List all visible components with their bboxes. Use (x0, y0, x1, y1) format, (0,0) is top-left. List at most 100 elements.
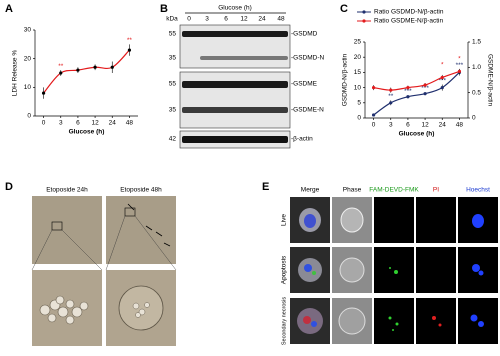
y-tick-label: 0 (357, 115, 361, 122)
panel-label: C (340, 3, 348, 15)
data-point (440, 86, 444, 90)
significance-label: * (441, 62, 444, 69)
panel-label: D (5, 181, 13, 193)
significance-label: *** (404, 88, 412, 95)
y-tick-label: 10 (24, 84, 32, 91)
row-title: Apoptosis (281, 255, 288, 284)
y-tick-label: 20 (24, 55, 32, 62)
y-tick-label: 10 (354, 84, 362, 91)
data-point (59, 71, 63, 75)
lane-label: 12 (240, 16, 248, 23)
blot-band (182, 136, 288, 143)
y2-tick-label: 0.5 (472, 89, 481, 96)
kda-marker: 35 (169, 107, 177, 114)
y-tick-label: 5 (357, 100, 361, 107)
lane-label: 0 (187, 16, 191, 23)
data-point (93, 65, 97, 69)
column-title: Hoechst (466, 187, 490, 194)
column-title: Merge (301, 187, 320, 194)
band-label: -GSDMD-N (291, 55, 325, 62)
significance-label: *** (456, 62, 464, 69)
column-title: Phase (343, 187, 362, 194)
data-point (127, 48, 132, 52)
significance-label: * (458, 56, 461, 63)
arrow (127, 203, 171, 247)
column-title: FAM-DEVD-FMK (369, 187, 419, 194)
data-point (110, 65, 114, 69)
blot-band (182, 81, 288, 88)
x-tick-label: 3 (59, 120, 63, 127)
lane-label: 24 (258, 16, 266, 23)
y2-tick-label: 1.0 (472, 64, 481, 71)
x-tick-label: 3 (389, 122, 393, 129)
series-line (373, 71, 460, 116)
x-tick-label: 6 (76, 120, 80, 127)
y-axis-label: LDH Release % (12, 50, 19, 96)
lane-label: 48 (277, 16, 285, 23)
micrograph (106, 196, 176, 264)
blot-band (182, 107, 288, 113)
significance-label: ** (58, 63, 64, 70)
micrograph (32, 196, 102, 264)
x-tick-label: 12 (421, 122, 429, 129)
y-tick-label: 0 (27, 113, 31, 120)
y-tick-label: 20 (354, 54, 362, 61)
kda-marker: 42 (169, 136, 177, 143)
y-axis-label: GSDMD-N/β-actin (342, 53, 349, 106)
kda-marker: 55 (169, 31, 177, 38)
x-axis-label: Glucose (h) (399, 131, 435, 138)
legend-label: Ratio GSDME-N/β-actin (374, 18, 443, 25)
data-point (440, 75, 444, 80)
panel-b: B Glucose (h) kDa 0 3 6 12 24 48 55 35 5… (160, 3, 325, 149)
data-point (76, 68, 80, 72)
data-point (423, 83, 427, 87)
band-label: -GSDME (291, 81, 318, 88)
zoom-line (61, 229, 103, 271)
panel-label: A (5, 3, 13, 15)
fluorescence-grid (290, 197, 498, 344)
significance-label: *** (421, 85, 429, 92)
lane-label: 3 (205, 16, 209, 23)
x-tick-label: 12 (91, 120, 99, 127)
y-tick-label: 25 (354, 39, 362, 46)
series-line (43, 49, 130, 94)
swollen-cell (118, 285, 164, 331)
y-tick-label: 15 (354, 69, 362, 76)
column-title: PI (433, 187, 439, 194)
zoom-box (51, 221, 63, 231)
x-tick-label: 0 (42, 120, 46, 127)
data-point (389, 101, 393, 105)
unit-label: kDa (166, 16, 178, 23)
series-line (373, 70, 460, 91)
blot-header: Glucose (h) (218, 5, 252, 12)
panel-label: B (160, 3, 168, 15)
cell-blebs (39, 295, 89, 325)
data-point (41, 91, 46, 95)
image-title: Etoposide 24h (46, 187, 88, 194)
legend-marker (362, 19, 366, 23)
y2-tick-label: 0 (472, 115, 476, 122)
x-tick-label: 6 (406, 122, 410, 129)
x-tick-label: 0 (372, 122, 376, 129)
zoom-line (134, 215, 177, 271)
panel-d: D Etoposide 24h Etoposide 48h (5, 181, 177, 346)
data-point (406, 86, 410, 90)
zoom-line (31, 229, 53, 271)
panel-e: E Merge Phase FAM-DEVD-FMK PI Hoechst Li… (262, 181, 498, 345)
data-point (406, 95, 410, 99)
y2-axis-label: GSDME-N/β-actin (486, 54, 493, 107)
zoom-box (124, 207, 136, 217)
blot-membrane (179, 71, 291, 129)
y2-tick-label: 1.5 (472, 39, 481, 46)
lane-label: 6 (224, 16, 228, 23)
data-point (389, 88, 393, 92)
x-tick-label: 24 (439, 122, 447, 129)
row-title: Secondary necrosis (281, 297, 287, 346)
cell-blebs (132, 302, 150, 318)
panel-label: E (262, 181, 269, 193)
kda-marker: 35 (169, 55, 177, 62)
data-point (371, 86, 376, 90)
blot-band (182, 31, 288, 37)
legend-label: Ratio GSDMD-N/β-actin (374, 9, 444, 16)
